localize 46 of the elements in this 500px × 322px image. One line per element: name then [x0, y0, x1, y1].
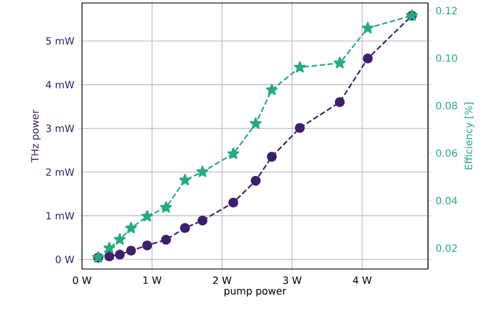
x-tick-label: 2 W — [213, 276, 232, 284]
point — [294, 122, 305, 133]
point — [250, 176, 261, 186]
point — [103, 242, 116, 254]
y-tick-label: 1 mW — [46, 212, 74, 220]
point — [228, 198, 238, 208]
point — [198, 216, 208, 226]
y2-tick-label: 0.10 — [436, 54, 458, 62]
y-tick-label: 4 mW — [46, 81, 74, 88]
point — [227, 148, 240, 160]
y2-tick-label: 0.12 — [436, 6, 457, 14]
x-tick-label: 4 W — [352, 276, 372, 284]
y2-tick-label: 0.06 — [436, 149, 458, 157]
point — [196, 166, 208, 178]
point — [178, 174, 191, 186]
y2-tick-label: 0.02 — [436, 244, 457, 252]
point — [160, 201, 172, 213]
point — [180, 222, 190, 233]
point — [334, 97, 345, 108]
y-tick-label: 3 mW — [46, 124, 74, 132]
x-tick-label: 3 W — [283, 276, 302, 284]
point — [334, 56, 346, 68]
x-tick-label: 1 W — [143, 276, 162, 284]
y-tick-label: 2 mW — [46, 168, 74, 176]
point — [114, 233, 126, 245]
y-tick-label: 5 mW — [46, 37, 74, 45]
point — [266, 84, 278, 96]
point — [250, 117, 262, 129]
y-axis-title: THz power — [31, 110, 41, 162]
point — [114, 250, 125, 260]
y2-tick-label: 0.04 — [436, 196, 458, 204]
y-tick-label: 0 W — [56, 256, 74, 264]
point — [141, 210, 154, 222]
x-tick-label: 0 W — [72, 276, 92, 284]
y2-axis-title: Efficiency [%] — [464, 102, 474, 170]
point — [362, 54, 373, 64]
y2-tick-label: 0.08 — [436, 102, 458, 110]
point — [142, 240, 152, 250]
point — [126, 246, 136, 256]
point — [161, 234, 171, 245]
point — [294, 61, 306, 73]
point — [125, 222, 138, 234]
point — [266, 152, 277, 162]
x-axis-title: pump power — [224, 288, 286, 297]
point — [362, 22, 374, 34]
point — [104, 251, 114, 262]
